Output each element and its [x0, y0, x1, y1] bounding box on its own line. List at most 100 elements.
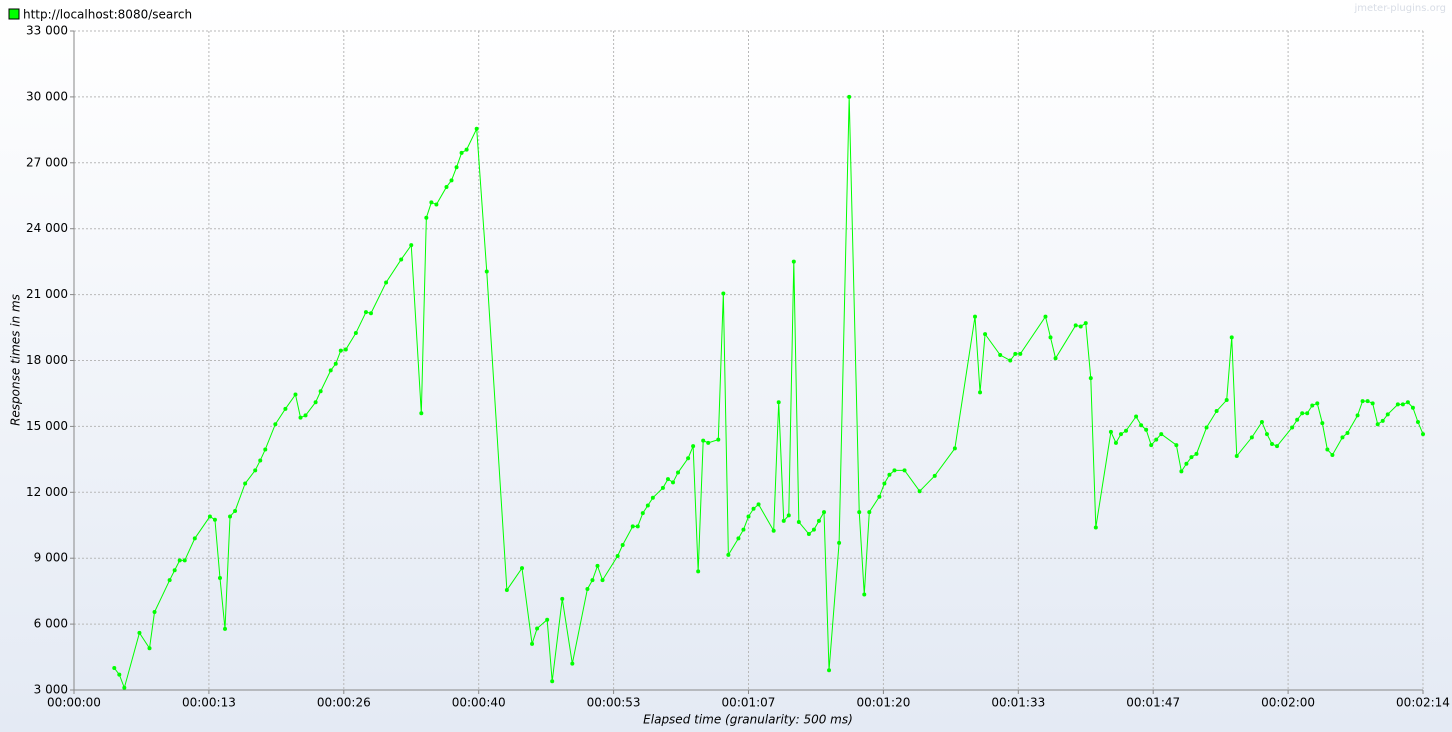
data-point: [217, 575, 222, 580]
data-point: [1189, 455, 1194, 460]
data-point: [117, 672, 122, 677]
data-point: [736, 536, 741, 541]
data-point: [419, 411, 424, 416]
data-point: [1370, 401, 1375, 406]
data-point: [177, 558, 182, 563]
data-point: [615, 554, 620, 559]
data-point: [756, 502, 761, 507]
data-point: [600, 578, 605, 583]
data-point: [822, 510, 827, 515]
data-point: [363, 310, 368, 315]
data-point: [1043, 314, 1048, 319]
data-point: [640, 511, 645, 516]
data-point: [827, 668, 832, 673]
x-tick-label: 00:00:00: [47, 696, 101, 710]
data-point: [771, 528, 776, 533]
data-point: [192, 536, 197, 541]
legend-swatch: [8, 8, 20, 20]
data-point: [932, 473, 937, 478]
data-point: [635, 524, 640, 529]
data-point: [1305, 411, 1310, 416]
data-point: [1053, 356, 1058, 361]
data-point: [1018, 351, 1023, 356]
data-point: [1083, 321, 1088, 326]
data-point: [519, 566, 524, 571]
data-point: [796, 519, 801, 524]
y-tick-label: 15 000: [26, 419, 68, 433]
data-point: [1113, 440, 1118, 445]
data-point: [1234, 454, 1239, 459]
data-point: [167, 578, 172, 583]
data-point: [862, 592, 867, 597]
data-point: [1159, 432, 1164, 437]
data-point: [152, 610, 157, 615]
y-tick-label: 30 000: [26, 89, 68, 103]
data-point: [399, 257, 404, 262]
data-point: [504, 588, 509, 593]
data-point: [1421, 432, 1425, 437]
data-point: [665, 477, 670, 482]
data-point: [1405, 400, 1410, 405]
data-point: [706, 440, 711, 445]
data-point: [137, 630, 142, 635]
y-tick-label: 6 000: [34, 617, 68, 631]
data-point: [1415, 420, 1420, 425]
data-point: [424, 215, 429, 220]
data-point: [444, 184, 449, 189]
data-point: [212, 517, 217, 522]
x-tick-label: 00:00:53: [587, 696, 641, 710]
data-point: [902, 468, 907, 473]
data-point: [570, 661, 575, 666]
data-point: [545, 617, 550, 622]
data-point: [449, 178, 454, 183]
data-point: [676, 470, 681, 475]
data-point: [172, 568, 177, 573]
data-point: [791, 259, 796, 264]
data-point: [303, 413, 308, 418]
data-point: [207, 514, 212, 519]
data-point: [1048, 335, 1053, 340]
data-point: [620, 543, 625, 548]
data-point: [409, 243, 414, 248]
data-point: [1013, 351, 1018, 356]
data-point: [1410, 405, 1415, 410]
data-point: [454, 165, 459, 170]
data-point: [837, 540, 842, 545]
data-point: [726, 552, 731, 557]
data-point: [746, 514, 751, 519]
data-point: [781, 518, 786, 523]
data-point: [1300, 411, 1305, 416]
data-point: [112, 666, 117, 671]
data-point: [998, 353, 1003, 358]
x-tick-label: 00:01:47: [1126, 696, 1180, 710]
data-point: [263, 447, 268, 452]
data-point: [233, 508, 238, 513]
data-point: [1149, 443, 1154, 448]
data-point: [811, 527, 816, 532]
data-point: [1088, 376, 1093, 381]
data-point: [1184, 461, 1189, 466]
data-point: [847, 94, 852, 99]
data-point: [660, 485, 665, 490]
data-point: [1310, 403, 1315, 408]
data-point: [1275, 444, 1280, 449]
x-tick-label: 00:01:33: [991, 696, 1045, 710]
data-point: [857, 510, 862, 515]
data-point: [917, 489, 922, 494]
data-point: [182, 558, 187, 563]
data-point: [1008, 358, 1013, 363]
data-point: [867, 510, 872, 515]
data-point: [283, 406, 288, 411]
data-point: [786, 513, 791, 518]
data-point: [328, 368, 333, 373]
data-point: [1395, 402, 1400, 407]
data-point: [1340, 435, 1345, 440]
data-point: [585, 586, 590, 591]
x-tick-label: 00:00:26: [317, 696, 371, 710]
data-point: [882, 481, 887, 486]
data-point: [333, 361, 338, 366]
data-point: [741, 527, 746, 532]
data-point: [1259, 420, 1264, 425]
data-point: [1194, 451, 1199, 456]
